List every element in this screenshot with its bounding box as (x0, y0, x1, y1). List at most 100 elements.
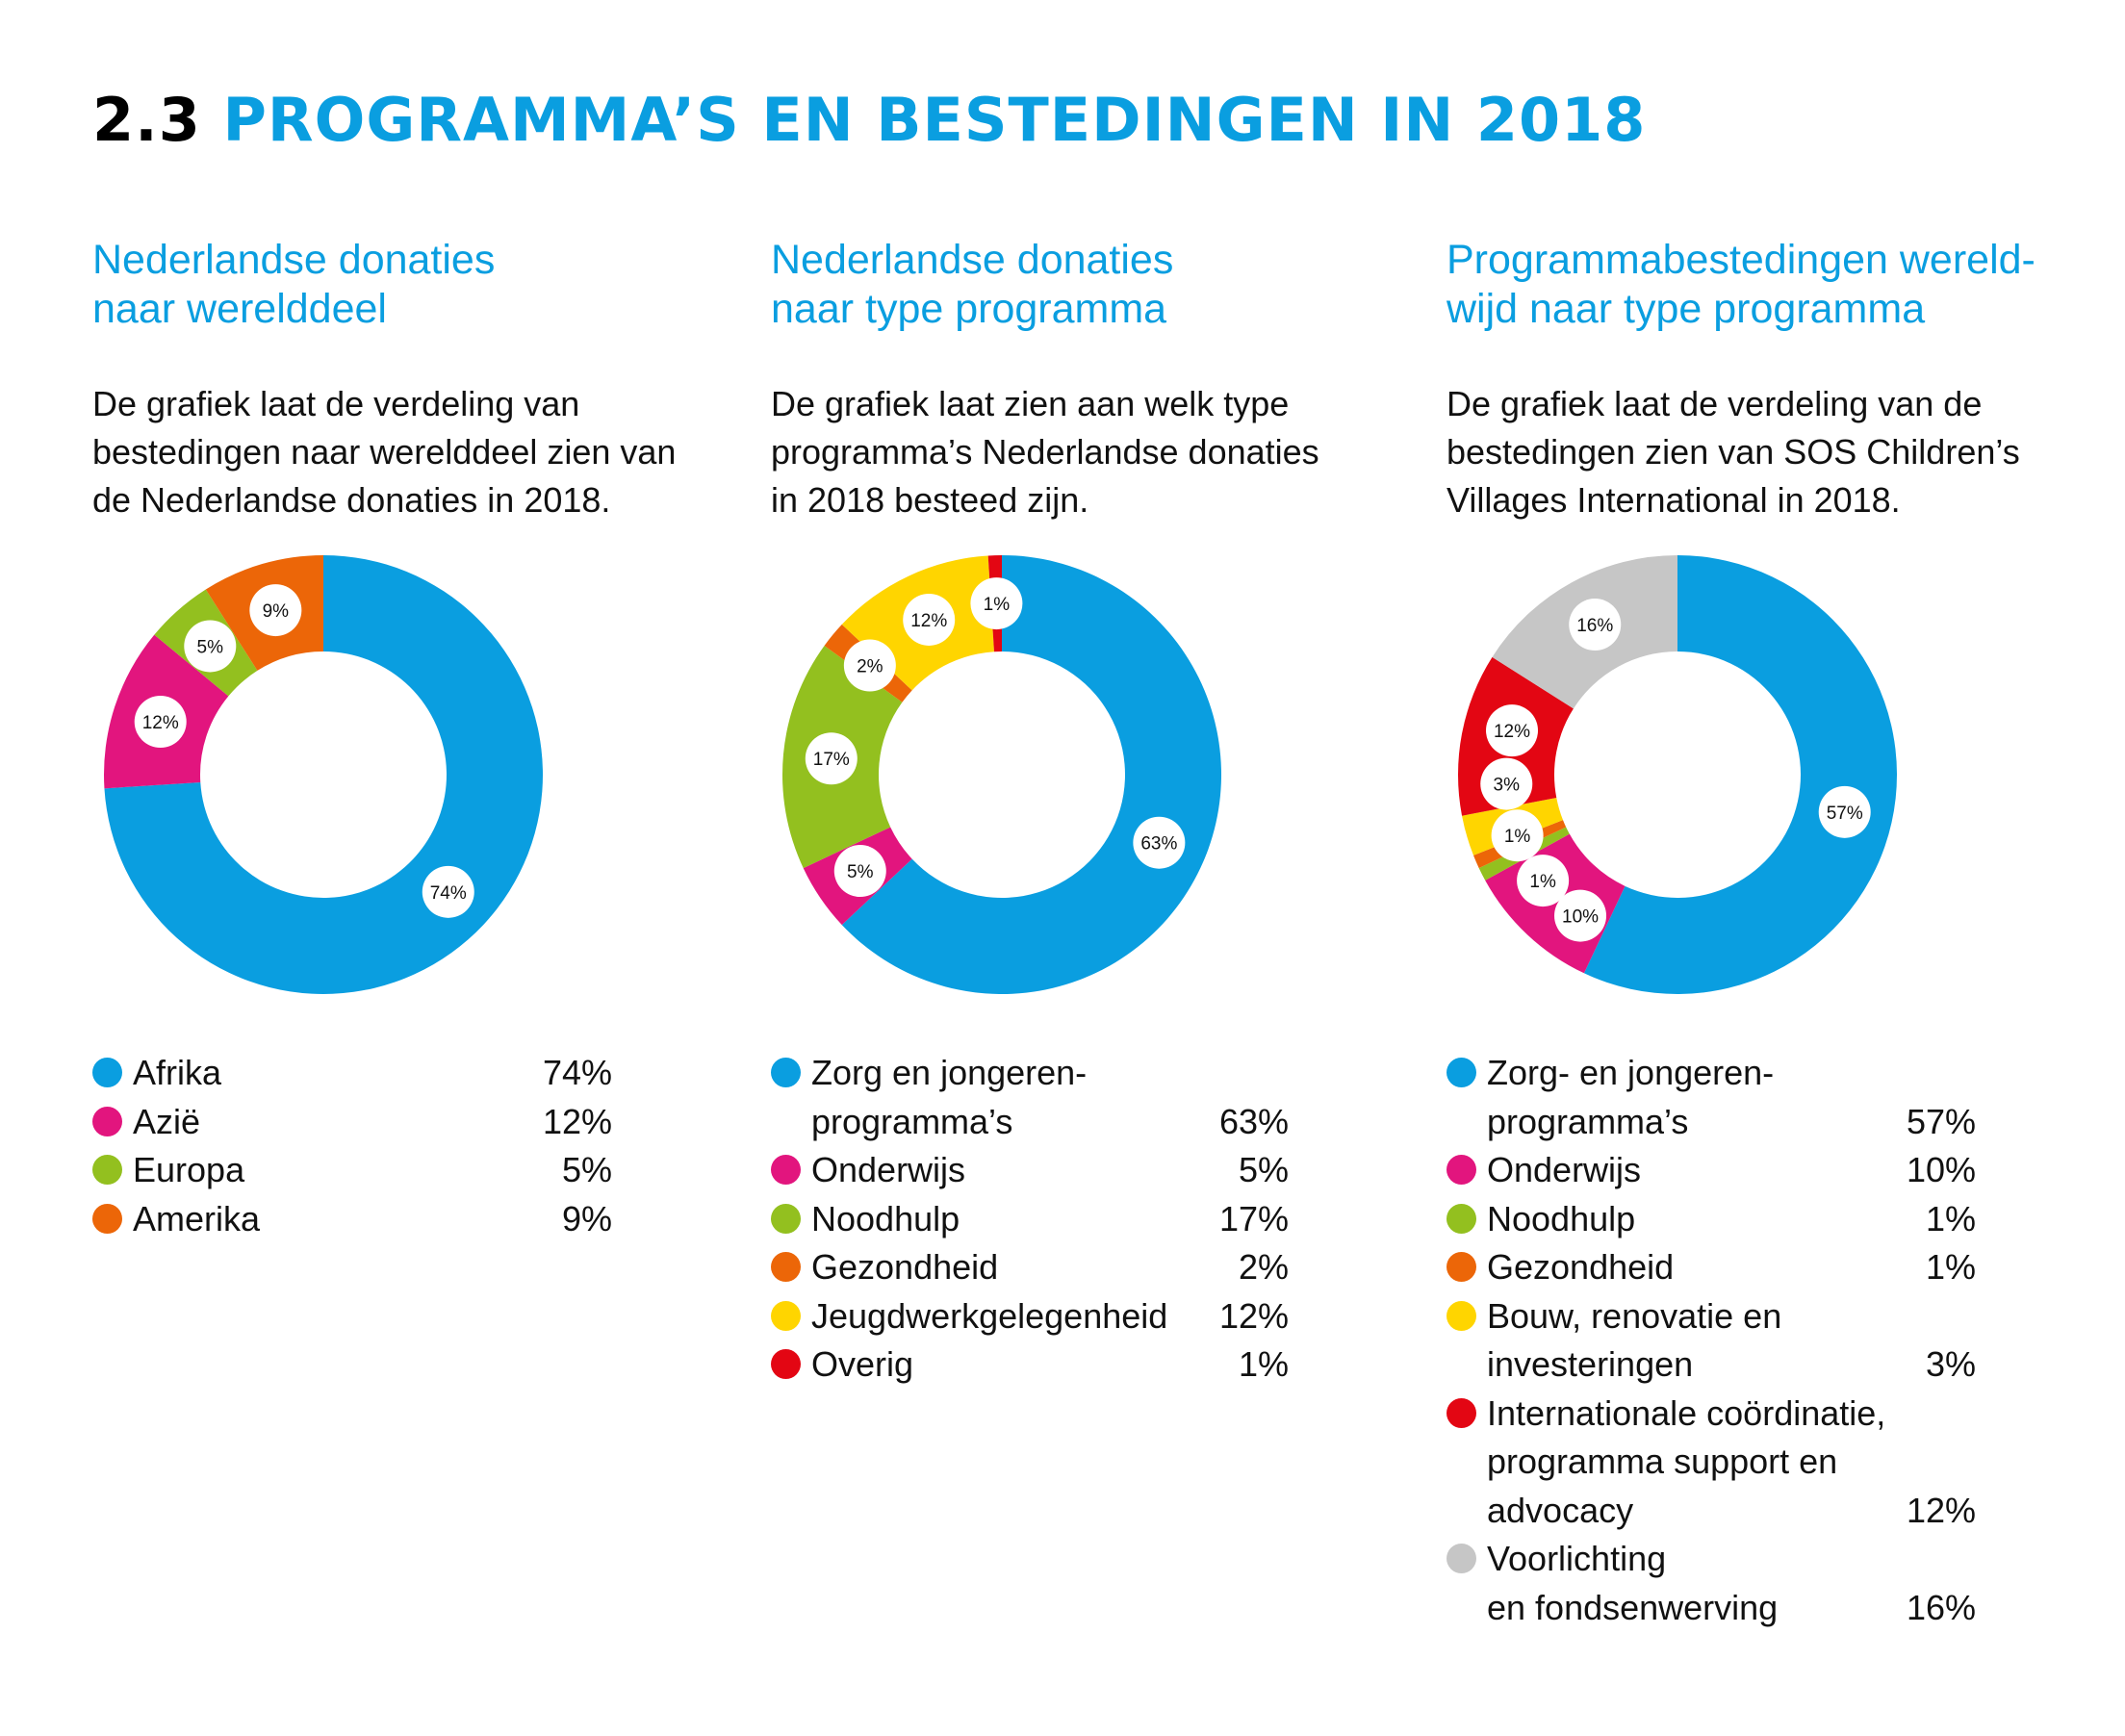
chart-legend: Zorg en jongeren-programma’s 63% Onderwijs… (771, 1049, 1289, 1390)
chart-heading-line: wijd naar type programma (1447, 286, 1926, 332)
segment-label-badge (970, 577, 1023, 630)
legend-label: Noodhulp (811, 1198, 960, 1238)
legend-value: 10% (1906, 1150, 1976, 1189)
legend-swatch (771, 1349, 801, 1379)
legend-label: Bouw, renovatie en (1487, 1295, 1782, 1336)
legend-swatch (771, 1203, 801, 1234)
legend-item: Noodhulp 1% (1447, 1195, 1976, 1244)
legend-swatch (771, 1058, 801, 1087)
segment-label-badge (249, 584, 302, 637)
legend-label: Voorlichting (1487, 1539, 1667, 1578)
legend-label: Onderwijs (811, 1150, 966, 1189)
chart-heading: Nederlandse donaties naar type programma (771, 236, 1406, 334)
legend-item: Onderwijs 5% (771, 1146, 1289, 1195)
donut-segment-zorg-en-jongeren-programma-s (1583, 555, 1897, 994)
legend-label: Onderwijs (1487, 1150, 1642, 1189)
legend-swatch (92, 1203, 122, 1234)
legend-label: Azië (133, 1101, 201, 1141)
segment-label: 74% (430, 883, 467, 904)
segment-label: 12% (910, 611, 947, 631)
segment-label: 9% (263, 601, 290, 622)
legend-swatch (92, 1058, 122, 1087)
section-title: PROGRAMMA’S EN BESTEDINGEN IN 2018 (222, 85, 1647, 155)
legend-swatch (1447, 1058, 1476, 1087)
legend-label: Afrika (133, 1053, 222, 1092)
legend-label: Overig (811, 1344, 914, 1384)
chart-heading-line: Nederlandse donaties (771, 237, 1174, 283)
legend-item: Onderwijs 10% (1447, 1146, 1976, 1195)
section-number: 2.3 (92, 85, 201, 155)
segment-label: 1% (1504, 827, 1531, 847)
legend-swatch (92, 1106, 122, 1136)
legend-item: Amerika 9% (92, 1195, 612, 1244)
segment-label-badge (1133, 816, 1186, 869)
legend-label: programma’s (1487, 1101, 1689, 1141)
legend-label: programma’s (811, 1101, 1013, 1141)
chart-column-werelddeel: Nederlandse donaties naar werelddeel De … (92, 236, 728, 1238)
legend-item: Bouw, renovatie en investeringen 3% (1447, 1292, 1976, 1390)
segment-label: 12% (1494, 722, 1530, 742)
legend-value: 1% (1925, 1198, 1976, 1238)
legend-item: Overig 1% (771, 1340, 1289, 1390)
segment-label: 57% (1827, 804, 1863, 824)
description-line: Villages International in 2018. (1447, 480, 1901, 520)
segment-label-badge (843, 639, 896, 692)
legend-item: Voorlichting en fondsenwerving 16% (1447, 1535, 1976, 1632)
legend-swatch (1447, 1544, 1476, 1573)
segment-label: 5% (197, 637, 224, 657)
segment-label-badge (1569, 599, 1622, 651)
segment-label-badge (903, 593, 956, 646)
legend-value: 1% (1238, 1344, 1289, 1384)
segment-label: 1% (984, 595, 1011, 615)
legend-swatch (1447, 1397, 1476, 1428)
chart-description: De grafiek laat de verdeling van de best… (1447, 380, 2020, 524)
segment-label-badge (1517, 855, 1570, 907)
donut-chart: 63% 5% 17% 2% 12% 1% (782, 555, 1221, 994)
legend-label: advocacy (1487, 1490, 1634, 1530)
chart-description: De grafiek laat zien aan welk type progr… (771, 380, 1319, 524)
segment-label-badge (184, 620, 237, 673)
donut-chart: 57% 10% 1% 1% 3% 12% 16% (1458, 555, 1897, 994)
description-line: in 2018 besteed zijn. (771, 480, 1089, 520)
legend-item: Azië 12% (92, 1098, 612, 1147)
chart-heading: Nederlandse donaties naar werelddeel (92, 236, 728, 334)
segment-label-badge (134, 695, 187, 748)
legend-item: Noodhulp 17% (771, 1195, 1289, 1244)
description-line: De grafiek laat de verdeling van (92, 384, 580, 423)
segment-label: 12% (142, 713, 179, 733)
segment-label-badge (1480, 757, 1533, 810)
segment-label-badge (1486, 704, 1539, 757)
chart-heading-line: Programmabestedingen wereld- (1447, 237, 2035, 283)
description-line: De grafiek laat de verdeling van de (1447, 384, 1983, 423)
legend-swatch (1447, 1203, 1476, 1234)
legend-swatch (771, 1252, 801, 1282)
chart-heading-line: Nederlandse donaties (92, 237, 496, 283)
legend-value: 74% (542, 1053, 612, 1092)
legend-label: programma support en (1487, 1442, 1838, 1481)
donut-segment-zorg-en-jongeren-programma-s (841, 555, 1221, 994)
legend-value: 2% (1238, 1247, 1289, 1287)
segment-label-badge (1554, 889, 1607, 942)
legend-label: en fondsenwerving (1487, 1587, 1779, 1627)
legend-swatch (771, 1155, 801, 1185)
legend-label: Internationale coördinatie, (1487, 1392, 1886, 1433)
segment-label: 5% (847, 862, 874, 882)
description-line: De grafiek laat zien aan welk type (771, 384, 1290, 423)
legend-value: 3% (1925, 1344, 1976, 1384)
legend-item: Zorg- en jongeren-programma’s 57% (1447, 1049, 1976, 1146)
segment-label: 17% (813, 750, 850, 770)
segment-label: 63% (1140, 834, 1177, 855)
legend-value: 5% (561, 1150, 612, 1189)
legend-value: 57% (1906, 1101, 1976, 1141)
legend-label: investeringen (1487, 1344, 1694, 1384)
legend-value: 5% (1238, 1150, 1289, 1189)
legend-swatch (1447, 1300, 1476, 1331)
legend-item: Afrika 74% (92, 1049, 612, 1098)
chart-heading-line: naar type programma (771, 286, 1167, 332)
segment-label: 3% (1494, 776, 1521, 796)
description-line: bestedingen zien van SOS Children’s (1447, 432, 2020, 472)
segment-label-badge (422, 865, 474, 918)
legend-value: 12% (542, 1101, 612, 1141)
legend-label: Europa (133, 1150, 245, 1189)
legend-item: Europa 5% (92, 1146, 612, 1195)
